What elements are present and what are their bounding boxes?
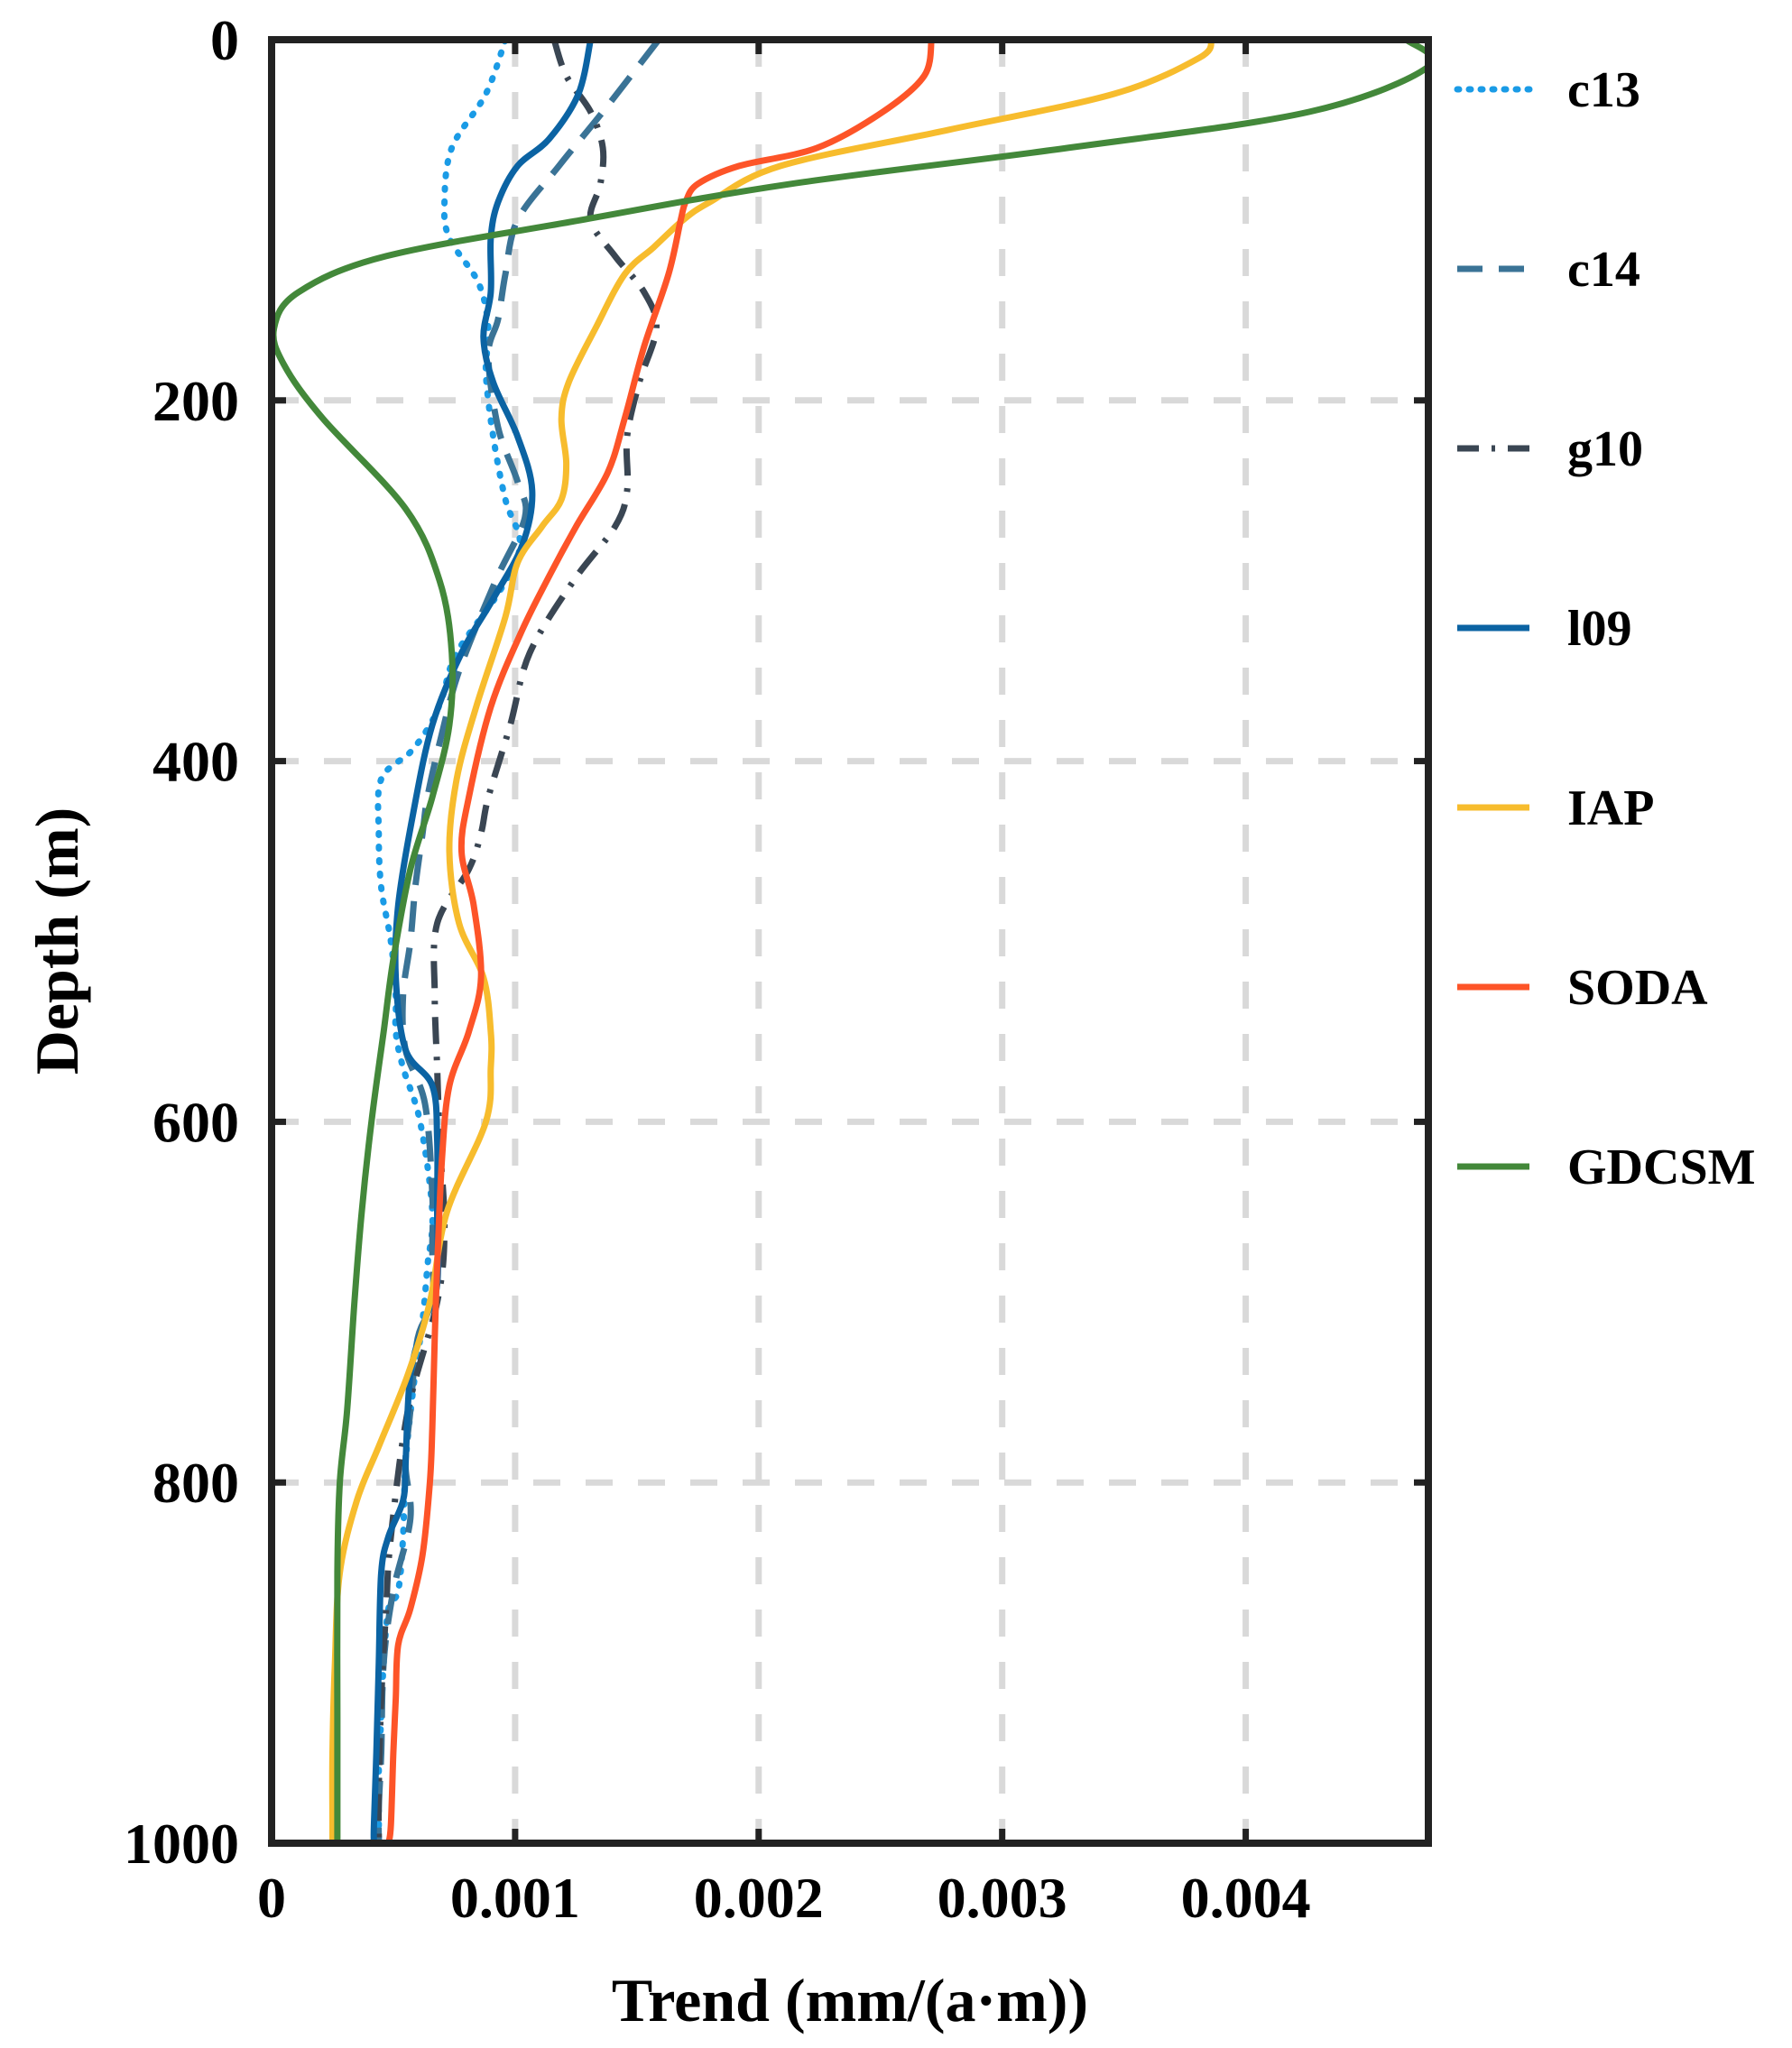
series-lines bbox=[272, 40, 1428, 1843]
legend-label-c14: c14 bbox=[1567, 242, 1640, 298]
x-tick-label: 0.004 bbox=[1181, 1866, 1311, 1930]
legend-label-g10: g10 bbox=[1567, 421, 1643, 477]
x-tick-label: 0.002 bbox=[694, 1866, 824, 1930]
legend-label-c13: c13 bbox=[1567, 62, 1640, 118]
x-tick-label: 0.001 bbox=[450, 1866, 580, 1930]
legend-label-gdcsm: GDCSM bbox=[1567, 1139, 1755, 1195]
legend: c13 c14 g10 l09 IAP SODA GDCSM bbox=[1454, 62, 1755, 1195]
plot-frame bbox=[268, 36, 1432, 1847]
y-tick-label: 200 bbox=[152, 369, 239, 433]
legend-label-iap: IAP bbox=[1567, 780, 1654, 836]
series-line-c13 bbox=[374, 40, 523, 1843]
y-tick-label: 600 bbox=[152, 1090, 239, 1154]
y-tick-label: 0 bbox=[210, 8, 239, 72]
series-line-g10 bbox=[375, 40, 660, 1843]
x-axis-title: Trend (mm/(a·m)) bbox=[612, 1966, 1088, 2034]
series-line-gdcsm bbox=[272, 40, 1428, 1843]
legend-label-l09: l09 bbox=[1567, 601, 1632, 657]
x-tick-label: 0.003 bbox=[938, 1866, 1067, 1930]
y-tick-label: 1000 bbox=[124, 1812, 239, 1876]
x-axis-tick-labels: 0 0.001 0.002 0.003 0.004 bbox=[257, 1866, 1311, 1930]
y-axis-tick-labels: 0 200 400 600 800 1000 bbox=[124, 8, 239, 1876]
y-tick-label: 400 bbox=[152, 730, 239, 794]
axis-ticks bbox=[272, 40, 1428, 1843]
y-axis-title: Depth (m) bbox=[23, 807, 91, 1075]
y-tick-label: 800 bbox=[152, 1451, 239, 1515]
legend-label-soda: SODA bbox=[1567, 960, 1708, 1016]
grid-lines bbox=[272, 40, 1428, 1843]
series-line-c14 bbox=[375, 40, 661, 1843]
series-line-soda bbox=[385, 40, 935, 1843]
series-line-l09 bbox=[370, 40, 595, 1843]
x-tick-label: 0 bbox=[257, 1866, 286, 1930]
